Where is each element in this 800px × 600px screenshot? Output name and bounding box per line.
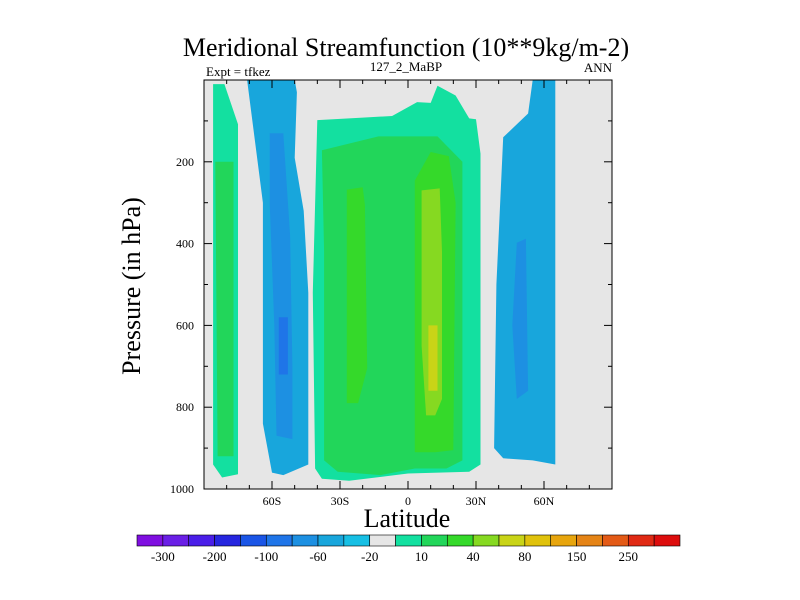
colorbar-swatch bbox=[446, 534, 474, 547]
contour-region-12 bbox=[512, 238, 529, 399]
y-tick-label: 1000 bbox=[170, 482, 194, 496]
x-tick-label: 60S bbox=[263, 494, 282, 508]
contour-region-10 bbox=[428, 325, 438, 391]
colorbar-label: -20 bbox=[361, 549, 378, 564]
colorbar-swatch bbox=[395, 534, 422, 547]
season-label: ANN bbox=[584, 60, 613, 75]
contour-region-13 bbox=[398, 80, 404, 85]
colorbar-label: 40 bbox=[467, 549, 480, 564]
colorbar-swatch bbox=[421, 534, 448, 547]
colorbar-label: 10 bbox=[415, 549, 428, 564]
colorbar-swatch bbox=[576, 534, 603, 547]
colorbar-label: -60 bbox=[309, 549, 326, 564]
experiment-label: Expt = tfkez bbox=[206, 64, 271, 79]
case-label: 127_2_MaBP bbox=[370, 59, 442, 74]
colorbar-swatch bbox=[214, 534, 241, 547]
x-axis-label: Latitude bbox=[364, 504, 451, 533]
contour-region-1 bbox=[215, 161, 234, 457]
colorbar-swatch bbox=[188, 534, 215, 547]
contour-region-4 bbox=[278, 317, 288, 375]
colorbar-swatch bbox=[653, 534, 681, 547]
y-tick-label: 600 bbox=[176, 318, 194, 332]
chart-title: Meridional Streamfunction (10**9kg/m-2) bbox=[183, 33, 629, 62]
colorbar-label: -100 bbox=[254, 549, 278, 564]
colorbar-swatch bbox=[472, 534, 500, 547]
colorbar-label: 80 bbox=[518, 549, 531, 564]
colorbar-label: 250 bbox=[619, 549, 639, 564]
colorbar-swatch bbox=[291, 534, 319, 547]
x-tick-label: 30N bbox=[466, 494, 487, 508]
colorbar-swatch bbox=[162, 534, 190, 547]
colorbar-swatch bbox=[498, 534, 526, 547]
colorbar-swatch bbox=[524, 534, 552, 547]
y-tick-label: 400 bbox=[176, 237, 194, 251]
colorbar-swatch bbox=[136, 534, 164, 547]
x-tick-label: 30S bbox=[331, 494, 350, 508]
y-tick-label: 200 bbox=[176, 155, 194, 169]
colorbar-swatch bbox=[369, 534, 396, 547]
colorbar-label: -200 bbox=[203, 549, 227, 564]
colorbar-swatch bbox=[602, 534, 629, 547]
colorbar-swatch bbox=[550, 534, 577, 547]
colorbar-swatch bbox=[265, 534, 293, 547]
colorbar-swatch bbox=[317, 534, 345, 547]
contour-region-7 bbox=[346, 187, 368, 404]
y-tick-label: 800 bbox=[176, 400, 194, 414]
colorbar: -300 -200 -100 -60 -20 10 40 80 150 250 bbox=[136, 534, 681, 564]
colorbar-label: 150 bbox=[567, 549, 587, 564]
y-axis-label: Pressure (in hPa) bbox=[117, 197, 146, 375]
colorbar-swatch bbox=[240, 534, 267, 547]
x-tick-label: 60N bbox=[534, 494, 555, 508]
colorbar-label: -300 bbox=[151, 549, 175, 564]
x-tick-label: 0 bbox=[405, 494, 411, 508]
plot-area: 60S 30S 0 30N 60N 200 400 600 800 1000 bbox=[170, 79, 613, 508]
colorbar-swatch bbox=[343, 534, 371, 547]
colorbar-swatch bbox=[627, 534, 655, 547]
